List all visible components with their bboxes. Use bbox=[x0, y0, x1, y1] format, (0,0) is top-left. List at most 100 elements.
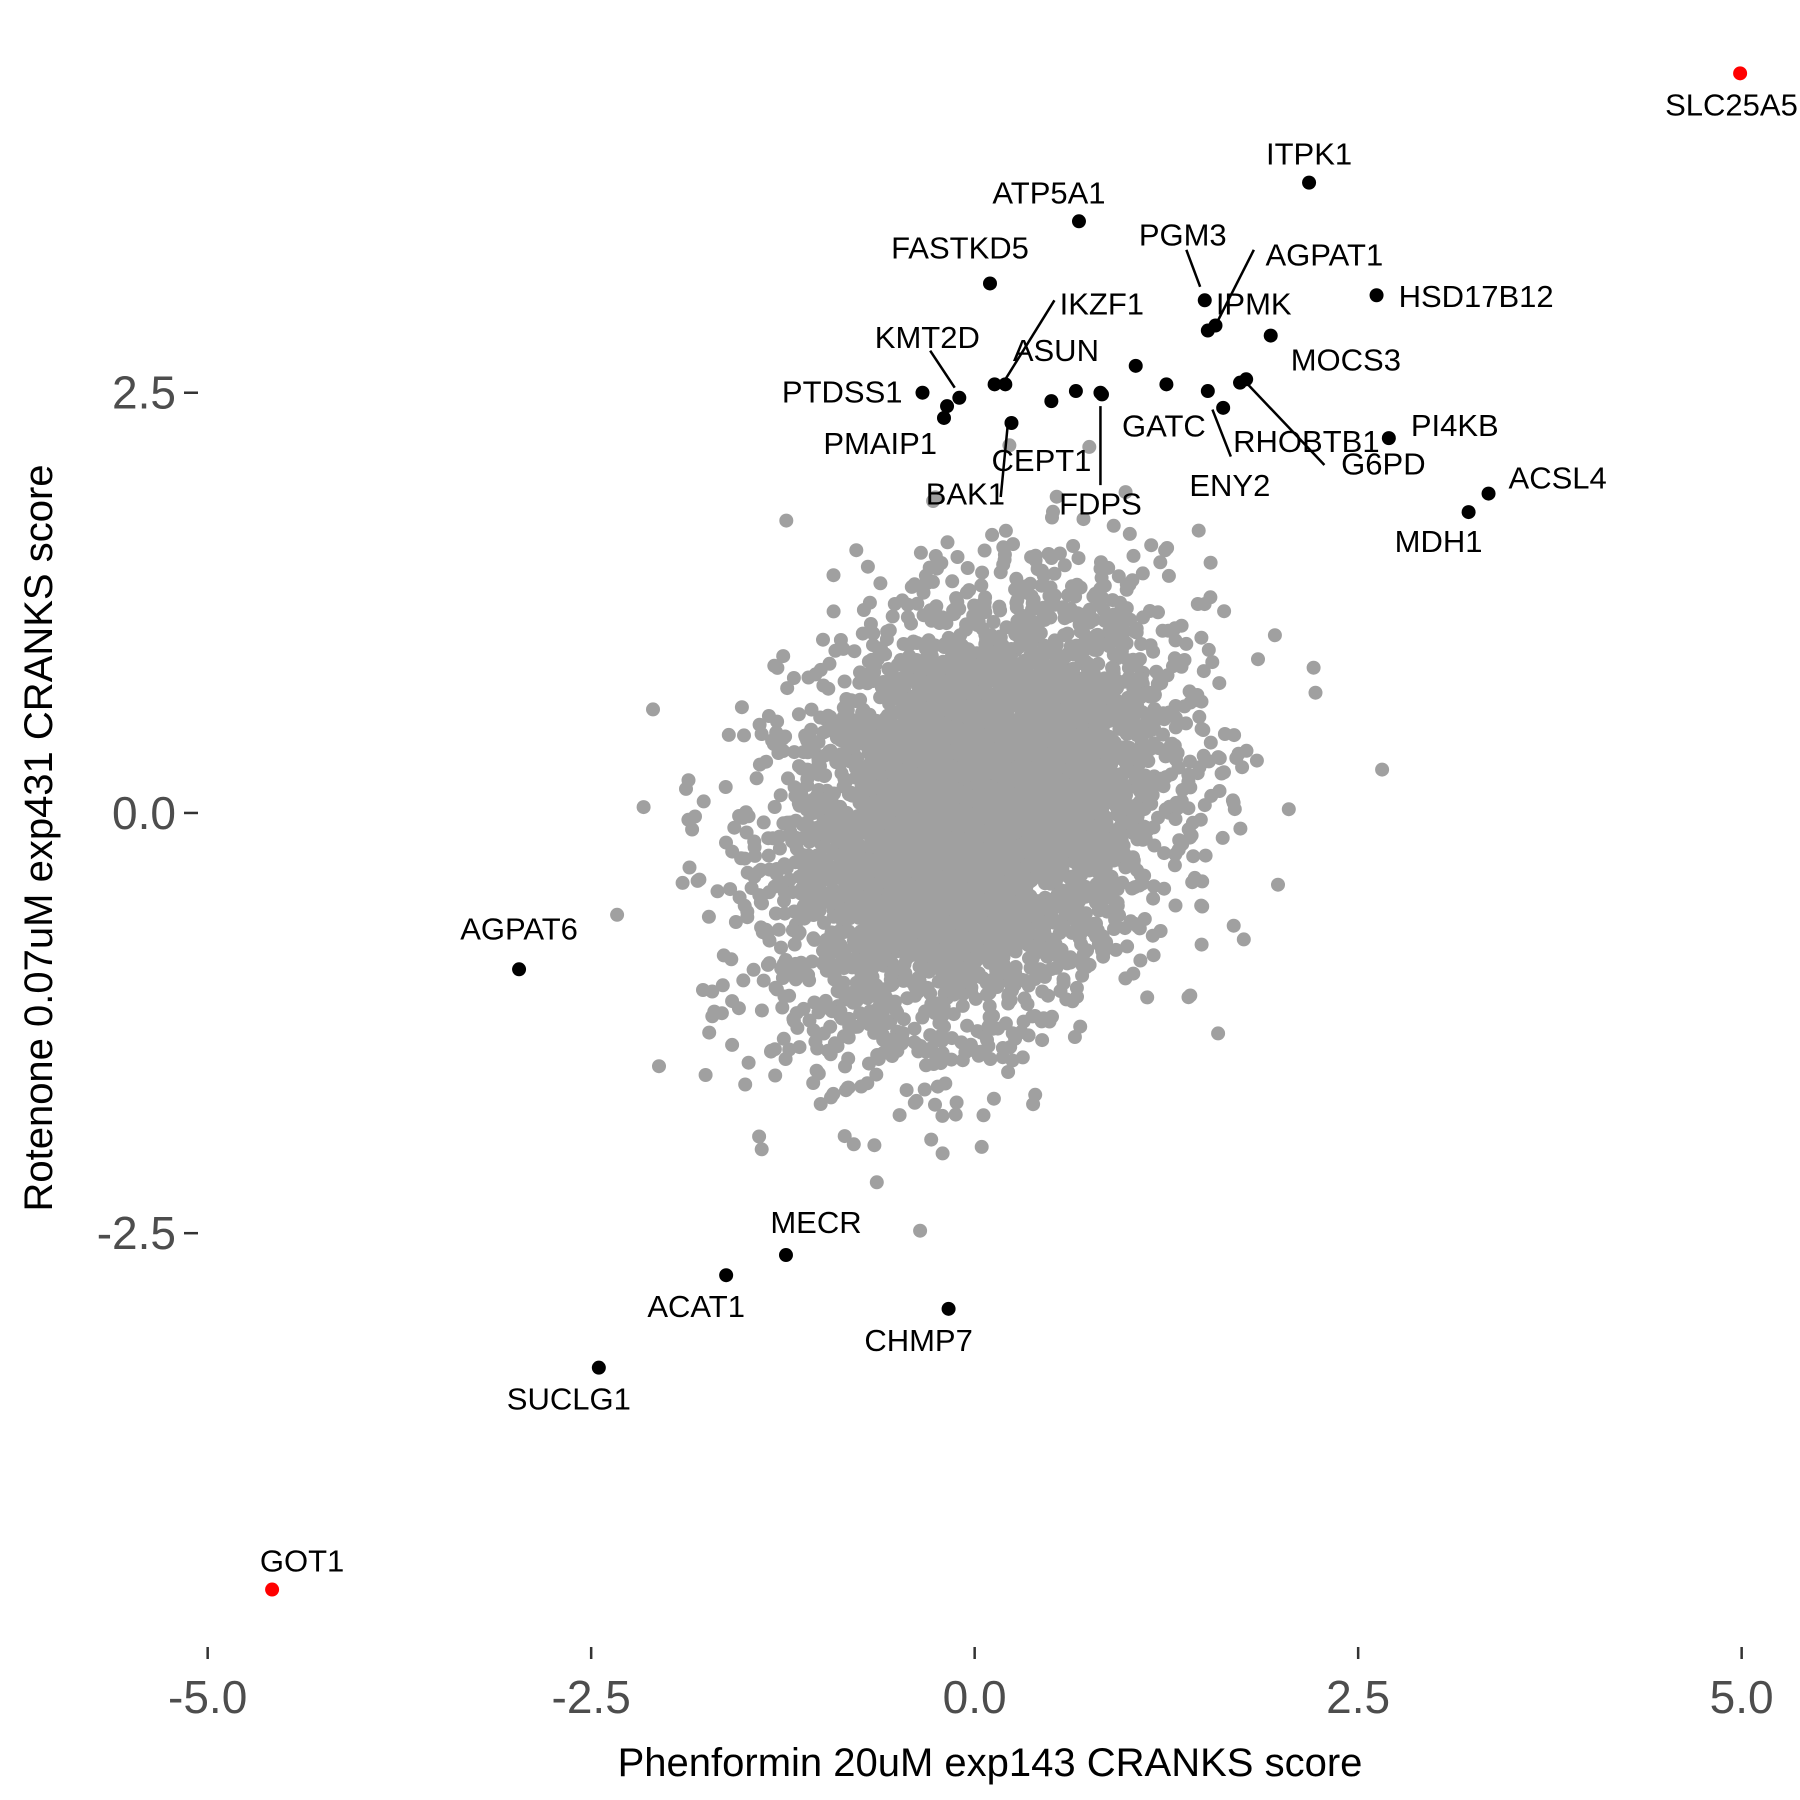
background-point bbox=[924, 1132, 939, 1147]
background-point bbox=[807, 884, 822, 899]
background-point bbox=[950, 550, 965, 564]
background-point bbox=[935, 953, 950, 968]
background-point bbox=[841, 1030, 856, 1045]
background-point bbox=[946, 1007, 961, 1022]
background-point bbox=[1227, 728, 1242, 743]
background-point bbox=[721, 727, 736, 742]
background-point bbox=[951, 768, 966, 783]
background-point bbox=[789, 1006, 804, 1021]
background-point bbox=[1072, 904, 1087, 919]
background-point bbox=[1075, 968, 1090, 983]
background-point bbox=[827, 1036, 842, 1051]
background-point bbox=[866, 626, 881, 641]
background-point bbox=[1073, 1019, 1088, 1034]
background-point bbox=[928, 1097, 942, 1112]
background-point bbox=[960, 561, 975, 575]
background-point bbox=[1118, 971, 1133, 986]
background-point bbox=[1008, 663, 1023, 678]
background-point bbox=[740, 865, 755, 880]
background-point bbox=[685, 822, 700, 837]
background-point bbox=[1153, 555, 1168, 570]
background-point bbox=[1080, 943, 1095, 958]
background-point bbox=[954, 1035, 969, 1050]
background-point bbox=[1214, 766, 1229, 781]
background-point bbox=[1215, 830, 1230, 845]
background-point bbox=[1110, 898, 1125, 913]
background-point bbox=[768, 1068, 783, 1083]
background-point bbox=[989, 961, 1004, 976]
background-point bbox=[977, 543, 992, 558]
background-point bbox=[786, 671, 801, 685]
background-point bbox=[1066, 662, 1081, 677]
background-point bbox=[904, 579, 919, 594]
background-point bbox=[869, 1067, 884, 1082]
background-point bbox=[1026, 1097, 1041, 1112]
background-point bbox=[821, 681, 836, 696]
background-point bbox=[723, 882, 738, 897]
background-point bbox=[1197, 597, 1212, 612]
background-point bbox=[767, 658, 782, 673]
background-point bbox=[646, 702, 660, 717]
background-point bbox=[880, 708, 895, 723]
background-point bbox=[1168, 812, 1183, 826]
background-point bbox=[1161, 623, 1176, 638]
background-point bbox=[838, 1059, 852, 1074]
background-point bbox=[773, 788, 788, 803]
background-point bbox=[1050, 739, 1065, 754]
background-point bbox=[880, 1016, 895, 1031]
background-point bbox=[724, 952, 739, 967]
background-point bbox=[778, 729, 793, 744]
background-point bbox=[1082, 615, 1097, 630]
background-point bbox=[1052, 546, 1067, 561]
background-point bbox=[917, 636, 932, 651]
background-point bbox=[1239, 743, 1254, 758]
background-point bbox=[805, 858, 820, 873]
background-point bbox=[871, 1052, 886, 1067]
background-point bbox=[854, 674, 868, 688]
background-point bbox=[904, 732, 919, 747]
background-point bbox=[899, 1083, 914, 1098]
background-point bbox=[945, 574, 960, 589]
background-point bbox=[762, 956, 777, 971]
background-point bbox=[1087, 667, 1101, 682]
background-point bbox=[1042, 1014, 1057, 1029]
background-point bbox=[948, 1107, 963, 1122]
background-point bbox=[776, 649, 791, 664]
background-point bbox=[1041, 547, 1056, 561]
background-point bbox=[1161, 568, 1176, 583]
background-point bbox=[1057, 558, 1072, 573]
background-point bbox=[849, 543, 864, 558]
background-point bbox=[806, 806, 821, 820]
background-point bbox=[952, 601, 967, 616]
background-point bbox=[1041, 988, 1055, 1003]
background-point bbox=[840, 1080, 855, 1095]
background-point bbox=[973, 646, 988, 661]
background-point bbox=[913, 1223, 928, 1238]
background-point bbox=[949, 1095, 964, 1110]
background-point bbox=[855, 626, 870, 641]
background-point bbox=[1018, 860, 1033, 875]
background-point bbox=[1168, 633, 1183, 648]
background-point bbox=[908, 979, 922, 994]
background-point bbox=[1192, 709, 1207, 724]
background-point bbox=[1108, 942, 1123, 957]
background-point bbox=[885, 1032, 900, 1047]
background-point bbox=[991, 848, 1006, 863]
background-point bbox=[749, 771, 764, 786]
background-point bbox=[701, 909, 716, 924]
background-point bbox=[754, 920, 769, 935]
background-point bbox=[809, 821, 824, 835]
background-point bbox=[885, 1049, 900, 1063]
background-point bbox=[979, 794, 994, 809]
background-point bbox=[1094, 702, 1109, 717]
background-point bbox=[1194, 937, 1209, 952]
background-point bbox=[1146, 879, 1161, 894]
background-point bbox=[1072, 931, 1087, 946]
background-point bbox=[996, 859, 1011, 874]
background-point bbox=[1185, 875, 1200, 890]
background-point bbox=[937, 640, 952, 654]
background-point bbox=[1009, 571, 1024, 586]
background-point bbox=[698, 1068, 713, 1082]
background-point bbox=[1183, 988, 1198, 1003]
background-point bbox=[793, 787, 808, 802]
